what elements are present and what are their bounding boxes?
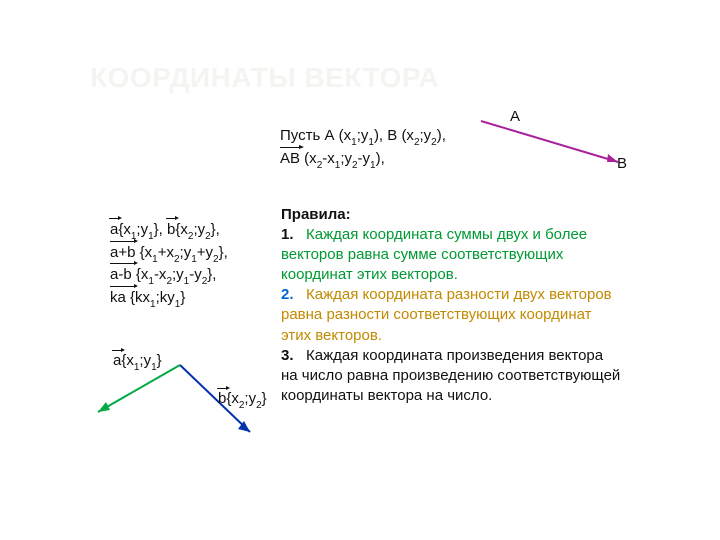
let-definition: Пусть А (х1;у1), В (х2;у2), АВ (х2-х1;у2… (280, 126, 446, 171)
rules-title: Правила: (281, 205, 696, 225)
let-line2: АВ (х2-х1;у2-у1), (280, 149, 446, 172)
rule-3: 3. Каждая координата произведения вектор… (281, 346, 696, 406)
let-line1: Пусть А (х1;у1), В (х2;у2), (280, 126, 446, 149)
vector-b-label: b{х2;у2} (218, 390, 267, 410)
formula-block: а{х1;у1}, b{х2;у2}, а+b {х1+х2;у1+у2}, а… (110, 220, 228, 310)
formula-line1: а{х1;у1}, b{х2;у2}, (110, 220, 228, 243)
formula-line2: а+b {х1+х2;у1+у2}, (110, 243, 228, 266)
vector-a-label: а{х1;у1} (113, 352, 162, 372)
vector-ab-arrow (476, 105, 646, 175)
rule-1: 1. Каждая координата суммы двух и более … (281, 225, 696, 285)
vector-ab-text: АВ (280, 150, 300, 167)
page-title: КООРДИНАТЫ ВЕКТОРА (90, 62, 439, 94)
formula-line4: kа {kх1;kу1} (110, 288, 228, 311)
formula-line3: а-b {х1-х2;у1-у2}, (110, 265, 228, 288)
rules-block: Правила: 1. Каждая координата суммы двух… (281, 205, 696, 406)
rule-2: 2. Каждая координата разности двух векто… (281, 285, 696, 345)
